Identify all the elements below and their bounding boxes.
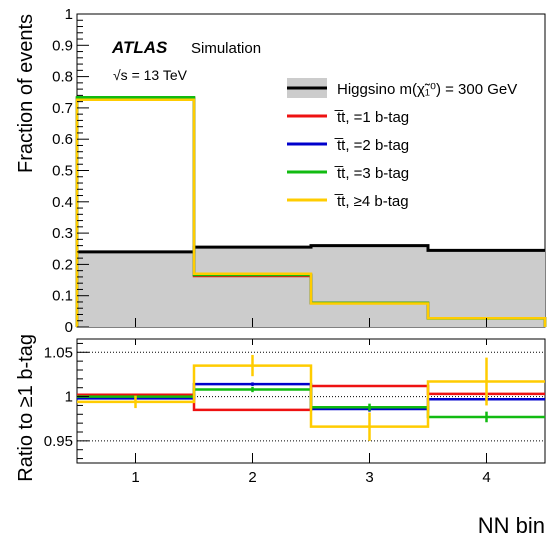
top-y-tick-label: 0.6 (52, 131, 73, 148)
top-y-tick-label: 0.2 (52, 256, 73, 273)
top-y-tick-label: 0.4 (52, 194, 73, 211)
top-y-tick-label: 0 (65, 319, 73, 336)
bottom-y-axis: 0.95 1 1.05 (44, 342, 89, 460)
top-y-tick-label: 0.7 (52, 100, 73, 117)
x-axis-label: NN bin (478, 513, 545, 538)
top-y-tick-label: 1 (65, 6, 73, 23)
top-y-tick-label: 0.1 (52, 288, 73, 305)
top-y-axis-label: Fraction of events (15, 14, 37, 173)
top-y-axis: 0 0.1 0.2 0.3 0.4 0.5 0.6 0.7 0.8 0.9 1 (52, 6, 89, 336)
top-x-ticks (135, 318, 487, 327)
top-panel: 0 0.1 0.2 0.3 0.4 0.5 0.6 0.7 0.8 0.9 1 Fraction o… (15, 6, 547, 336)
top-y-tick-label: 0.3 (52, 225, 73, 242)
bottom-panel: 0.95 1 1.05 1 2 3 4 Ratio to ≥1 b-tag NN bin (15, 334, 546, 538)
x-tick-label: 3 (365, 469, 373, 486)
bottom-y-tick-label: 1 (65, 389, 73, 406)
ratio-series-4-line (77, 364, 545, 428)
simulation-label: Simulation (191, 40, 261, 57)
top-y-tick-label: 0.8 (52, 69, 73, 86)
top-y-tick-label: 0.9 (52, 37, 73, 54)
legend-entry-4: t̅t, ≥4 b-tag (334, 193, 409, 210)
legend-entry-3: t̅t, =3 b-tag (334, 165, 409, 182)
x-tick-label: 4 (482, 469, 490, 486)
atlas-label: ATLAS (111, 38, 168, 57)
x-tick-label: 2 (248, 469, 256, 486)
legend-entry-1: t̅t, =1 b-tag (334, 109, 409, 126)
x-tick-label: 1 (131, 469, 139, 486)
energy-label: √s = 13 TeV (113, 67, 188, 83)
legend: Higgsino m(χ̃₁⁰) = 300 GeV t̅t, =1 b-tag t… (287, 78, 517, 210)
legend-entry-0: Higgsino m(χ̃₁⁰) = 300 GeV (337, 81, 517, 98)
legend-entry-2: t̅t, =2 b-tag (334, 137, 409, 154)
bottom-y-tick-label: 1.05 (44, 344, 73, 361)
bottom-y-tick-label: 0.95 (44, 433, 73, 450)
bottom-y-axis-label: Ratio to ≥1 b-tag (15, 334, 37, 482)
ratio-series-group (77, 354, 545, 441)
bottom-x-axis: 1 2 3 4 (131, 339, 491, 486)
top-y-tick-label: 0.5 (52, 163, 73, 180)
